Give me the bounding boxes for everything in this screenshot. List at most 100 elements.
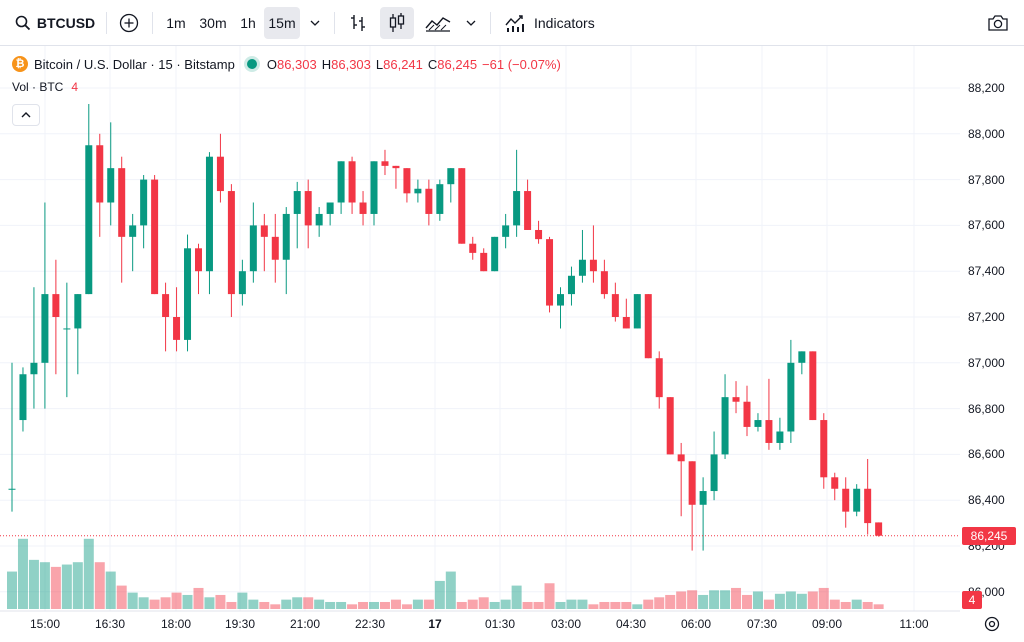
volume-bar [643, 599, 654, 609]
volume-bar [434, 580, 445, 609]
camera-icon [988, 15, 1008, 31]
volume-bar [237, 592, 248, 609]
bar-chart-type-button[interactable] [342, 7, 374, 39]
volume-bar [358, 601, 369, 609]
volume-bar [204, 597, 215, 609]
volume-bar [698, 594, 709, 609]
volume-bar [83, 538, 94, 609]
target-icon [984, 616, 1000, 632]
interval-30m-button[interactable]: 30m [199, 15, 227, 31]
volume-bar [445, 571, 456, 609]
candle-body [348, 161, 356, 203]
symbol-search-button[interactable]: BTCUSD [10, 7, 100, 39]
chart-type-dropdown-button[interactable] [460, 7, 482, 39]
price-axis-label: 86,800 [968, 401, 1005, 416]
volume-bar [259, 601, 270, 609]
volume-bar [621, 601, 632, 609]
interval-1m-button[interactable]: 1m [166, 15, 186, 31]
candle-body [260, 225, 268, 237]
candle-body [194, 248, 202, 272]
price-axis-label: 87,400 [968, 264, 1005, 279]
volume-bar [676, 591, 687, 609]
volume-bar [555, 601, 566, 609]
close-label: C [427, 56, 438, 72]
time-axis-label: 15:00 [29, 617, 61, 631]
chart-settings-button[interactable] [982, 614, 1002, 634]
interval-15m-button[interactable]: 15m [264, 7, 300, 39]
volume-bar [862, 601, 873, 609]
volume-bar [281, 599, 292, 609]
price-axis-label: 87,800 [968, 172, 1005, 187]
candle-body [809, 351, 817, 421]
candle-body [798, 351, 806, 363]
bitcoin-logo-icon: ₿ [12, 56, 28, 72]
area-chart-type-button[interactable] [420, 7, 456, 39]
indicators-icon [505, 15, 524, 32]
volume-bar [785, 591, 796, 609]
volume-bar [632, 604, 643, 609]
candle-body [74, 294, 82, 329]
volume-bar [39, 562, 50, 609]
toolbar-divider [106, 12, 107, 34]
volume-bar [171, 592, 182, 609]
candle-body [184, 248, 192, 340]
open-label: O [266, 56, 277, 72]
volume-bar [138, 597, 149, 609]
intervals-dropdown-button[interactable] [304, 7, 326, 39]
candle-body [304, 191, 312, 226]
chevron-up-icon [21, 112, 31, 118]
candle-body [557, 294, 564, 306]
candle-body [359, 202, 367, 214]
time-axis-label: 11:00 [899, 617, 929, 631]
search-icon [15, 15, 30, 31]
candle-body [787, 362, 795, 432]
volume-bar [774, 593, 785, 609]
volume-bars [7, 538, 884, 609]
candle-body [567, 275, 575, 295]
volume-bar [731, 587, 742, 609]
price-axis-label: 87,000 [968, 355, 1005, 370]
bars-icon [351, 15, 365, 31]
volume-legend[interactable]: Vol · BTC 4 [12, 80, 78, 94]
candle-body [622, 317, 630, 329]
volume-bar [160, 597, 171, 609]
volume-bar [379, 601, 390, 609]
compare-symbol-button[interactable] [114, 7, 144, 39]
screenshot-button[interactable] [982, 7, 1014, 39]
indicators-button[interactable]: Indicators [498, 7, 604, 39]
candles-chart-type-button[interactable] [380, 7, 414, 39]
interval-1h-button[interactable]: 1h [240, 15, 256, 31]
indicators-label: Indicators [534, 15, 595, 31]
volume-bar [369, 601, 380, 609]
candle-body [52, 294, 60, 317]
candle-body [535, 229, 543, 240]
series-legend: ₿ Bitcoin / U.S. Dollar · 15 · Bitstamp … [12, 54, 566, 74]
symbol-name: BTCUSD [36, 15, 96, 31]
volume-badge: 4 [962, 591, 982, 609]
volume-bar [347, 604, 358, 609]
candle-body [107, 168, 115, 203]
price-axis-label: 87,200 [968, 310, 1005, 324]
volume-bar [577, 599, 588, 609]
candle-body [776, 431, 784, 443]
candle-body [611, 294, 619, 317]
time-axis-label: 19:30 [224, 617, 256, 631]
volume-bar [478, 597, 489, 609]
volume-bar [456, 601, 467, 609]
candle-body [436, 184, 444, 214]
candle-body [205, 156, 213, 272]
time-axis-label: 07:30 [746, 617, 778, 631]
volume-bar [610, 601, 621, 609]
candle-body [140, 179, 148, 226]
volume-bar [270, 604, 281, 609]
time-axis-label: 06:00 [680, 617, 712, 631]
collapse-legend-button[interactable] [12, 104, 40, 126]
candle-body [403, 168, 411, 194]
volume-bar [50, 566, 61, 609]
volume-bar [303, 597, 314, 609]
candle-body [688, 461, 696, 505]
series-title[interactable]: Bitcoin / U.S. Dollar · 15 · Bitstamp [34, 56, 235, 72]
candle-body [710, 454, 718, 492]
volume-bar [807, 591, 818, 609]
